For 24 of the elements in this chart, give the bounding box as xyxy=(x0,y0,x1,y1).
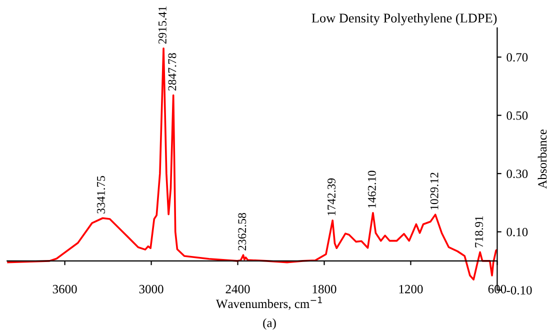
x-axis-title: Wavenumbers, cm$^{−1}$ xyxy=(216,296,322,310)
x-tick-label: 1800 xyxy=(312,284,336,294)
annotation: 1029.12 xyxy=(430,172,438,210)
annotation: 1462.10 xyxy=(368,170,376,208)
y-axis-title: Absorbance xyxy=(538,130,547,189)
x-tick-label: 600 xyxy=(488,284,506,294)
x-tick-label: 2400 xyxy=(226,284,250,294)
y-tick-label: 0.10 xyxy=(506,228,528,236)
text: (a) xyxy=(263,318,276,330)
annotation: 718.91 xyxy=(475,216,484,248)
y-tick-label: 0.50 xyxy=(506,111,528,120)
x-tick-label: 3000 xyxy=(139,284,164,294)
y-tick-label: 0.30 xyxy=(506,170,528,178)
x-tick-label: 1200 xyxy=(399,284,423,294)
chart-title: Low Density Polyethylene (LDPE) xyxy=(312,13,497,26)
annotation: 2847.78 xyxy=(168,53,176,91)
annotation: 3341.75 xyxy=(97,176,106,214)
annotation: 2915.41 xyxy=(158,6,166,44)
y-tick-label: 0.70 xyxy=(506,53,528,62)
y-tick-label: -0.10 xyxy=(506,286,532,295)
x-tick-label: 3600 xyxy=(52,284,77,294)
annotation: 2362.58 xyxy=(238,213,246,250)
line-series xyxy=(7,47,498,280)
annotation: 1742.39 xyxy=(328,178,336,216)
